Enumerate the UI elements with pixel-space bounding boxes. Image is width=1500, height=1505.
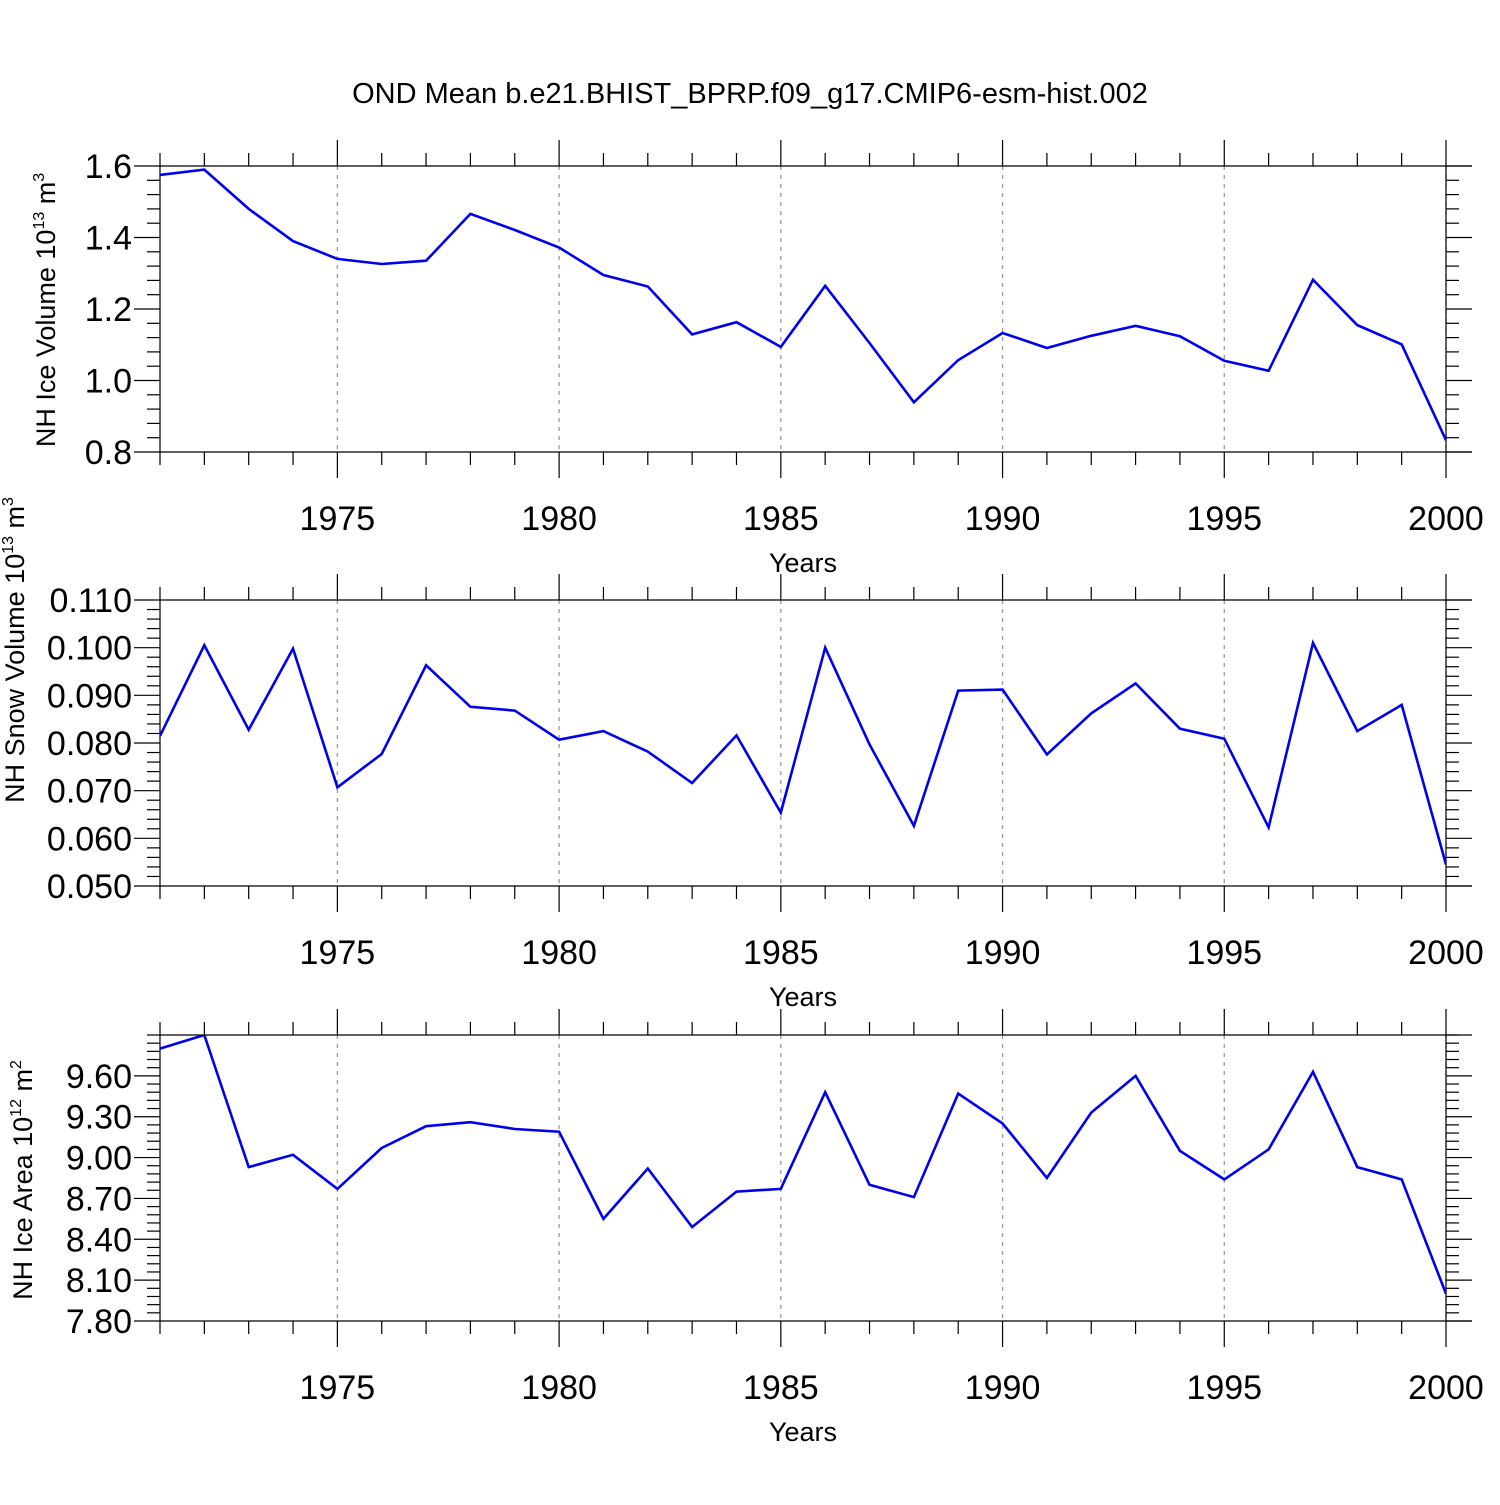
x-axis-title: Years: [769, 982, 837, 1012]
x-tick-label: 1995: [1186, 500, 1262, 538]
x-tick-label: 1980: [521, 500, 597, 538]
x-tick-label: 2000: [1408, 934, 1484, 972]
y-tick-label: 0.110: [49, 582, 132, 620]
x-tick-label: 1985: [743, 1369, 819, 1407]
y-axis-title-text: NH Ice Volume 10: [31, 230, 61, 448]
y-tick-label: 0.080: [47, 725, 132, 763]
chart-panel-1: 1975 1980 1985 1990 1995 2000 0.8 1.0 1.2 1.4 1.6 Y…: [31, 140, 1484, 578]
y-tick-label: 8.70: [66, 1180, 132, 1218]
x-tick-label: 2000: [1408, 1369, 1484, 1407]
y-tick-label: 0.070: [47, 773, 132, 811]
y-axis-title-unit-exponent: 3: [0, 497, 17, 506]
y-tick-label: 1.6: [85, 148, 132, 186]
y-tick-label: 8.10: [66, 1262, 132, 1300]
x-tick-label: 1995: [1186, 934, 1262, 972]
y-tick-label: 9.60: [66, 1058, 132, 1096]
y-tick-label: 9.00: [66, 1140, 132, 1178]
y-tick-label: 0.100: [47, 630, 132, 668]
chart-panels: 1975 1980 1985 1990 1995 2000 0.8 1.0 1.2 1.4 1.6 Y…: [0, 140, 1484, 1447]
y-tick-label: 0.060: [47, 820, 132, 858]
y-axis-title: NH Ice Volume 1013 m3: [31, 173, 61, 447]
y-axis-title-unit-exponent: 2: [8, 1060, 25, 1069]
y-axis-title-unit: m: [31, 182, 61, 212]
series-line: [160, 170, 1446, 441]
y-axis-title: NH Snow Volume 1013 m3: [0, 497, 30, 803]
x-tick-label: 1990: [965, 1369, 1041, 1407]
y-axis-title-exponent: 13: [31, 212, 48, 230]
y-axis-title-exponent: 12: [8, 1099, 25, 1117]
x-tick-label: 2000: [1408, 500, 1484, 538]
x-tick-label: 1985: [743, 500, 819, 538]
x-tick-label: 1995: [1186, 1369, 1262, 1407]
chart-panel-2: 1975 1980 1985 1990 1995 2000 0.050 0.060 0.070 0…: [0, 497, 1484, 1012]
chart-panel-3: 1975 1980 1985 1990 1995 2000 7.808.108.408.70…: [8, 1009, 1484, 1447]
x-tick-label: 1975: [300, 1369, 376, 1407]
x-tick-label: 1990: [965, 500, 1041, 538]
y-axis-title-unit: m: [8, 1069, 38, 1099]
figure-title: OND Mean b.e21.BHIST_BPRP.f09_g17.CMIP6-…: [352, 78, 1148, 110]
x-axis-title: Years: [769, 1417, 837, 1447]
y-axis-title-unit-exponent: 3: [31, 173, 48, 182]
y-tick-label: 1.4: [85, 220, 132, 258]
y-tick-label: 9.30: [66, 1099, 132, 1137]
y-axis-title-exponent: 13: [0, 536, 17, 554]
y-tick-label: 0.8: [85, 434, 132, 472]
y-tick-label: 1.0: [85, 363, 132, 401]
y-tick-label: 1.2: [85, 291, 132, 329]
series-line: [160, 643, 1446, 865]
series-line: [160, 1035, 1446, 1294]
x-tick-label: 1975: [300, 500, 376, 538]
y-axis-title: NH Ice Area 1012 m2: [8, 1060, 38, 1300]
y-tick-label: 7.80: [66, 1303, 132, 1341]
y-tick-label: 8.40: [66, 1221, 132, 1259]
x-tick-label: 1980: [521, 1369, 597, 1407]
x-tick-label: 1980: [521, 934, 597, 972]
x-axis-title: Years: [769, 548, 837, 578]
y-tick-label: 0.090: [47, 677, 132, 715]
x-tick-label: 1990: [965, 934, 1041, 972]
y-axis-title-text: NH Snow Volume 10: [0, 554, 30, 803]
y-axis-title-unit: m: [0, 506, 30, 536]
x-tick-label: 1975: [300, 934, 376, 972]
x-tick-label: 1985: [743, 934, 819, 972]
y-tick-label: 0.050: [47, 868, 132, 906]
y-axis-title-text: NH Ice Area 10: [8, 1117, 38, 1300]
